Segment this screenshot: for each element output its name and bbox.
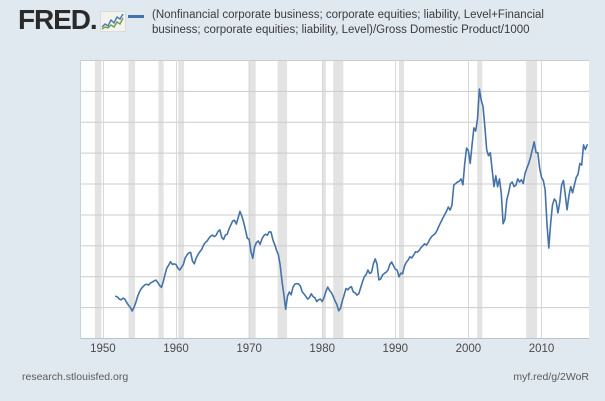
series-line-chart [81,60,589,338]
series-line [114,88,588,312]
recession-band [158,60,164,338]
recession-band [398,60,405,338]
fred-logo: FRED . [18,4,126,35]
x-axis-tick-label: 2010 [528,343,555,355]
chart-legend: (Nonfinancial corporate business; corpor… [128,8,590,38]
recession-band [322,60,326,338]
x-axis-tick-label: 1950 [90,343,116,355]
short-url-label[interactable]: myf.red/g/2WoR [513,371,589,383]
fred-wordmark: FRED [18,4,91,35]
fred-logo-dot: . [89,4,98,35]
recession-band [477,60,483,338]
recession-band [526,60,538,338]
x-axis-tick-label: 1970 [236,343,262,355]
recession-band [277,60,288,338]
recession-band [178,60,185,338]
x-axis-tick-label: 2000 [455,343,482,355]
x-axis-tick-label: 1980 [309,343,335,355]
sparkline-icon [99,11,126,32]
x-axis-tick-label: 1990 [382,343,409,355]
recession-band [94,60,102,338]
recession-band [333,60,344,338]
x-axis-tick-label: 1960 [163,343,189,355]
recession-band [128,60,136,338]
legend-color-swatch [128,15,144,18]
plot-area: 2.01.81.61.41.21.00.80.60.40.21950196019… [80,60,589,355]
source-label: research.stlouisfed.org [22,371,129,383]
recession-band [248,60,256,338]
chart-header: FRED . (Nonfinancial corporate business;… [0,0,605,50]
legend-series-label: (Nonfinancial corporate business; corpor… [152,9,544,36]
